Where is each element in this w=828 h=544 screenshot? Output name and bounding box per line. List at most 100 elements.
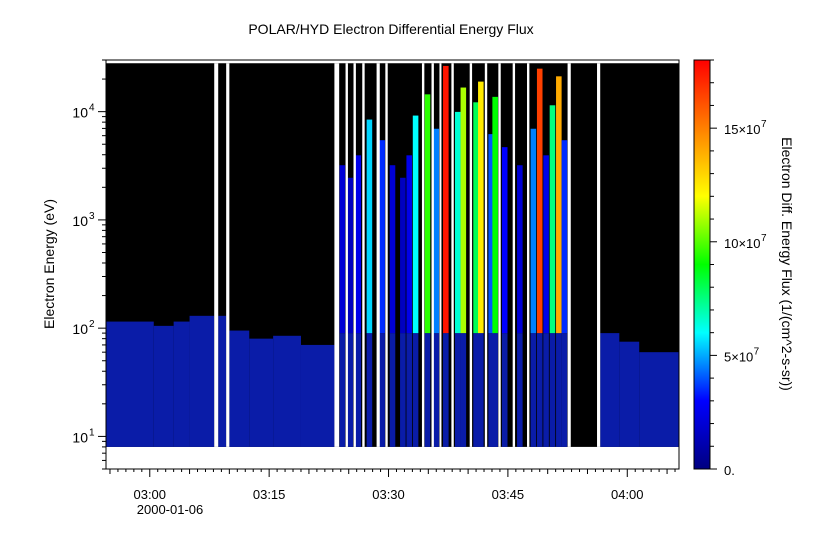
y-tick-label: 10 <box>72 105 88 121</box>
flux-column <box>460 87 467 334</box>
flux-column-base <box>556 333 562 447</box>
flux-column-base <box>443 333 449 447</box>
flux-column-base <box>412 333 419 447</box>
y-tick-exponent: 2 <box>89 319 95 330</box>
colorbar-gradient <box>693 59 711 470</box>
x-tick-label: 03:45 <box>492 487 525 502</box>
flux-column-base <box>406 333 412 447</box>
flux-column-base <box>366 333 373 447</box>
x-tick-label: 03:00 <box>133 487 166 502</box>
data-gap <box>385 63 388 447</box>
colorbar-tick-exponent: 7 <box>761 119 767 130</box>
flux-column <box>488 134 494 334</box>
flux-column-base <box>433 333 440 447</box>
flux-column <box>549 105 556 334</box>
low-energy-flux-band <box>300 344 335 447</box>
plot-area <box>105 59 680 470</box>
flux-column <box>424 94 431 334</box>
data-gap <box>451 63 454 447</box>
flux-column <box>339 165 346 334</box>
flux-column-base <box>473 333 479 447</box>
y-tick-label: 10 <box>72 429 88 445</box>
flux-column-base <box>454 333 461 447</box>
flux-column <box>355 155 362 334</box>
low-energy-flux-band <box>229 330 250 447</box>
low-energy-flux-band <box>639 352 679 447</box>
x-axis: 03:00 03:15 03:30 03:45 04:00 <box>109 469 676 502</box>
data-gap <box>226 63 230 447</box>
data-gap <box>512 63 516 447</box>
colorbar-tick-exponent: 7 <box>754 346 760 357</box>
flux-column-base <box>478 333 484 447</box>
flux-column <box>492 96 498 334</box>
y-tick-exponent: 3 <box>89 211 95 222</box>
data-gap <box>526 63 530 447</box>
colorbar-tick-label: 10×10 <box>724 236 761 251</box>
data-gap <box>353 63 356 447</box>
low-energy-flux-band <box>218 315 227 447</box>
data-gap <box>469 63 473 447</box>
flux-column-base <box>379 333 385 447</box>
y-tick-exponent: 4 <box>89 103 95 114</box>
data-gap <box>345 63 348 447</box>
flux-column <box>379 140 385 334</box>
y-tick-label: 10 <box>72 213 88 229</box>
flux-column <box>389 165 396 334</box>
data-gap <box>484 63 488 447</box>
low-energy-flux-band <box>173 321 190 447</box>
flux-column <box>366 119 373 334</box>
colorbar: 0.5×10 710×10 715×10 7 <box>693 59 767 478</box>
flux-column-base <box>543 333 549 447</box>
flux-column <box>501 147 508 334</box>
flux-column-base <box>517 333 523 447</box>
flux-column <box>400 177 406 334</box>
flux-column-base <box>492 333 498 447</box>
data-gap <box>498 63 501 447</box>
flux-column-base <box>561 333 568 447</box>
flux-column <box>412 115 419 334</box>
flux-column <box>556 76 562 334</box>
flux-column <box>530 128 537 334</box>
x-tick-label: 04:00 <box>611 487 644 502</box>
data-gap <box>214 63 219 447</box>
colorbar-label: Electron Diff. Energy Flux (1/(cm^2-s-sr… <box>779 137 795 391</box>
flux-column-base <box>501 333 508 447</box>
flux-column-base <box>389 333 396 447</box>
y-axis-label: Electron Energy (eV) <box>41 199 57 329</box>
flux-column-base <box>339 333 346 447</box>
low-energy-flux-band <box>106 321 154 447</box>
colorbar-tick-label: 15×10 <box>724 122 761 137</box>
flux-column <box>347 177 354 334</box>
data-gap <box>376 63 380 447</box>
low-energy-flux-band <box>600 333 620 447</box>
colorbar-ticks: 0.5×10 710×10 715×10 7 <box>710 59 767 478</box>
plot-frame <box>105 59 680 470</box>
flux-column-base <box>347 333 354 447</box>
x-tick-label: 03:15 <box>253 487 286 502</box>
flux-column-base <box>424 333 431 447</box>
spectrogram-data <box>106 63 679 447</box>
flux-column <box>433 128 440 334</box>
flux-column-base <box>530 333 537 447</box>
y-tick-exponent: 1 <box>89 427 95 438</box>
colorbar-tick-exponent: 7 <box>761 233 767 244</box>
data-gap <box>334 63 340 447</box>
chart-title: POLAR/HYD Electron Differential Energy F… <box>248 21 533 37</box>
flux-column-base <box>488 333 494 447</box>
data-gap <box>362 63 365 447</box>
colorbar-tick-label: 5×10 <box>724 349 753 364</box>
flux-column <box>478 81 484 334</box>
flux-column-base <box>460 333 467 447</box>
flux-column <box>454 111 461 334</box>
data-gap <box>431 63 434 447</box>
data-gap <box>439 63 442 447</box>
flux-column-base <box>549 333 556 447</box>
colorbar-tick-label: 0. <box>724 463 735 478</box>
y-tick-label: 10 <box>72 321 88 337</box>
flux-column <box>406 155 412 334</box>
x-tick-label: 03:30 <box>372 487 405 502</box>
low-energy-flux-band <box>619 341 640 447</box>
low-energy-flux-band <box>273 335 301 447</box>
